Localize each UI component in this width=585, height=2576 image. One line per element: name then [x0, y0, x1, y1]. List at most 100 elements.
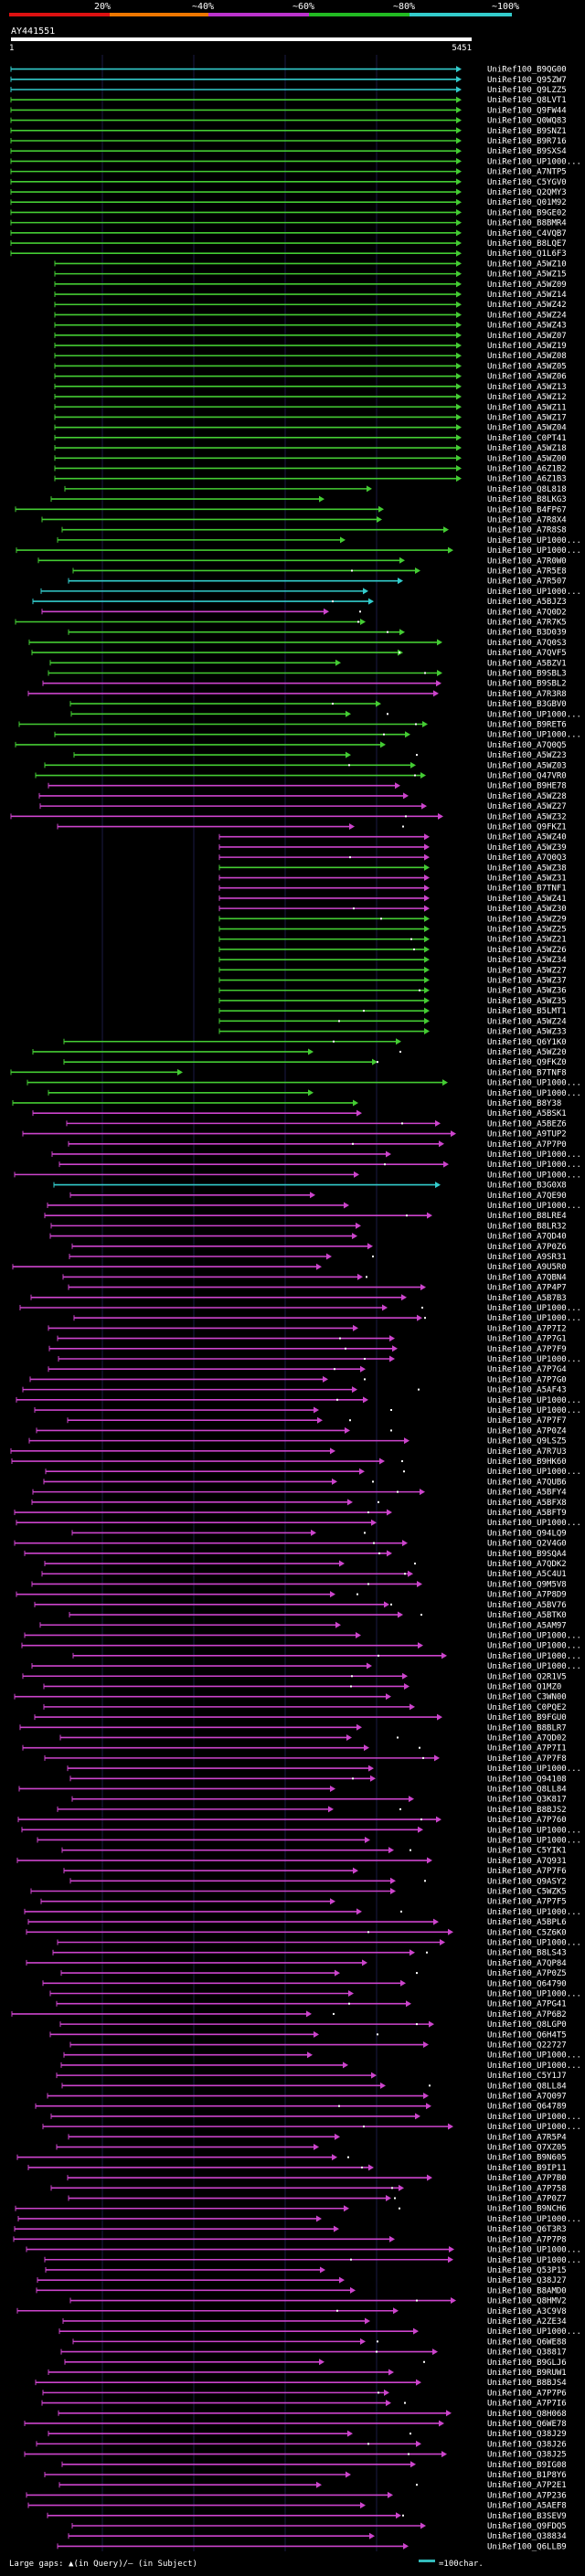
- subject-label[interactable]: UniRef100_Q38J29: [487, 2430, 567, 2439]
- subject-label[interactable]: UniRef100_UP1000...: [487, 1631, 581, 1640]
- subject-label[interactable]: UniRef100_B8LRE4: [487, 1212, 567, 1221]
- subject-label[interactable]: UniRef100_A7P7F9: [487, 1345, 567, 1354]
- subject-label[interactable]: UniRef100_A7P7F8: [487, 1754, 567, 1764]
- subject-label[interactable]: UniRef100_B3D039: [487, 629, 567, 638]
- subject-label[interactable]: UniRef100_A5WZ03: [487, 761, 567, 770]
- subject-label[interactable]: UniRef100_UP1000...: [487, 1079, 581, 1088]
- subject-label[interactable]: UniRef100_Q6Y1K0: [487, 1038, 567, 1047]
- subject-label[interactable]: UniRef100_A7R0W0: [487, 557, 567, 566]
- subject-label[interactable]: UniRef100_A7P7P8: [487, 2235, 567, 2244]
- subject-label[interactable]: UniRef100_Q9LZZ5: [487, 86, 567, 95]
- subject-label[interactable]: UniRef100_A5WZ10: [487, 260, 567, 269]
- subject-label[interactable]: UniRef100_A5WZ05: [487, 362, 567, 371]
- subject-label[interactable]: UniRef100_UP1000...: [487, 2327, 581, 2337]
- subject-label[interactable]: UniRef100_Q8LVT1: [487, 96, 567, 105]
- subject-label[interactable]: UniRef100_Q64789: [487, 2103, 567, 2112]
- subject-label[interactable]: UniRef100_UP1000...: [487, 157, 581, 166]
- subject-label[interactable]: UniRef100_A5WZ40: [487, 833, 567, 843]
- subject-label[interactable]: UniRef100_UP1000...: [487, 588, 581, 597]
- subject-label[interactable]: UniRef100_B9SBL3: [487, 669, 567, 678]
- subject-label[interactable]: UniRef100_A5WZ32: [487, 812, 567, 822]
- subject-label[interactable]: UniRef100_Q94LQ9: [487, 1529, 567, 1538]
- subject-label[interactable]: UniRef100_UP1000...: [487, 1468, 581, 1477]
- subject-label[interactable]: UniRef100_Q7XZ05: [487, 2144, 567, 2153]
- subject-label[interactable]: UniRef100_Q95ZW7: [487, 76, 567, 85]
- subject-label[interactable]: UniRef100_A7P7G1: [487, 1335, 567, 1344]
- subject-label[interactable]: UniRef100_UP1000...: [487, 1836, 581, 1845]
- subject-label[interactable]: UniRef100_A5WZ04: [487, 424, 567, 433]
- subject-label[interactable]: UniRef100_UP1000...: [487, 1826, 581, 1835]
- subject-label[interactable]: UniRef100_A6Z1B3: [487, 475, 567, 484]
- subject-label[interactable]: UniRef100_A5AEF8: [487, 2502, 567, 2511]
- subject-label[interactable]: UniRef100_A5WZ09: [487, 281, 567, 290]
- subject-label[interactable]: UniRef100_A7QVF5: [487, 649, 567, 658]
- subject-label[interactable]: UniRef100_UP1000...: [487, 1171, 581, 1180]
- subject-label[interactable]: UniRef100_B9GE02: [487, 208, 567, 217]
- subject-label[interactable]: UniRef100_Q6T3R3: [487, 2225, 567, 2234]
- subject-label[interactable]: UniRef100_Q53P15: [487, 2266, 567, 2275]
- subject-label[interactable]: UniRef100_B3SEV9: [487, 2512, 567, 2521]
- subject-label[interactable]: UniRef100_Q9FW44: [487, 106, 567, 115]
- subject-label[interactable]: UniRef100_A5WZ13: [487, 383, 567, 392]
- subject-label[interactable]: UniRef100_A7QD40: [487, 1233, 567, 1242]
- subject-label[interactable]: UniRef100_A7QDK2: [487, 1560, 567, 1569]
- subject-label[interactable]: UniRef100_UP1000...: [487, 1642, 581, 1651]
- subject-label[interactable]: UniRef100_B8LS43: [487, 1949, 567, 1958]
- subject-label[interactable]: UniRef100_B3GBV0: [487, 700, 567, 709]
- subject-label[interactable]: UniRef100_A7P7F7: [487, 1416, 567, 1426]
- subject-label[interactable]: UniRef100_B8BMR4: [487, 219, 567, 228]
- subject-label[interactable]: UniRef100_A7QUB6: [487, 1478, 567, 1487]
- subject-label[interactable]: UniRef100_UP1000...: [487, 1990, 581, 1999]
- subject-label[interactable]: UniRef100_B9QG00: [487, 66, 567, 75]
- subject-label[interactable]: UniRef100_Q0WQ83: [487, 117, 567, 126]
- subject-label[interactable]: UniRef100_A5WZ26: [487, 946, 567, 955]
- subject-label[interactable]: UniRef100_Q2R1V5: [487, 1672, 567, 1681]
- subject-label[interactable]: UniRef100_A5B7B3: [487, 1294, 567, 1303]
- subject-label[interactable]: UniRef100_Q8H068: [487, 2410, 567, 2419]
- subject-label[interactable]: UniRef100_A7NTP5: [487, 168, 567, 177]
- subject-label[interactable]: UniRef100_B8LQE7: [487, 239, 567, 249]
- subject-label[interactable]: UniRef100_A7Q0Q5: [487, 741, 567, 750]
- subject-label[interactable]: UniRef100_C3WN00: [487, 1693, 567, 1702]
- subject-label[interactable]: UniRef100_UP1000...: [487, 710, 581, 719]
- subject-label[interactable]: UniRef100_A5BZV1: [487, 659, 567, 668]
- subject-label[interactable]: UniRef100_A7Q0Q3: [487, 853, 567, 863]
- subject-label[interactable]: UniRef100_Q38834: [487, 2532, 567, 2541]
- subject-label[interactable]: UniRef100_C5YIK1: [487, 1847, 567, 1856]
- subject-label[interactable]: UniRef100_Q64790: [487, 1979, 567, 1988]
- subject-label[interactable]: UniRef100_A7QBN4: [487, 1273, 567, 1282]
- subject-label[interactable]: UniRef100_UP1000...: [487, 1396, 581, 1405]
- subject-label[interactable]: UniRef100_B1P8Y6: [487, 2471, 567, 2480]
- subject-label[interactable]: UniRef100_A5WZ21: [487, 936, 567, 945]
- subject-label[interactable]: UniRef100_Q38J27: [487, 2276, 567, 2285]
- subject-label[interactable]: UniRef100_A7R5P4: [487, 2133, 567, 2142]
- subject-label[interactable]: UniRef100_B7TNF1: [487, 885, 567, 894]
- subject-label[interactable]: UniRef100_A5WZ37: [487, 977, 567, 986]
- subject-label[interactable]: UniRef100_B9IG08: [487, 2461, 567, 2470]
- subject-label[interactable]: UniRef100_A5WZ24: [487, 1017, 567, 1026]
- subject-label[interactable]: UniRef100_A5BSK1: [487, 1109, 567, 1118]
- subject-label[interactable]: UniRef100_Q8HMV2: [487, 2297, 567, 2306]
- subject-label[interactable]: UniRef100_UP1000...: [487, 2256, 581, 2265]
- subject-label[interactable]: UniRef100_A7P6B2: [487, 2010, 567, 2019]
- subject-label[interactable]: UniRef100_Q8LL84: [487, 2082, 567, 2091]
- subject-label[interactable]: UniRef100_UP1000...: [487, 1652, 581, 1661]
- subject-label[interactable]: UniRef100_UP1000...: [487, 1406, 581, 1415]
- subject-label[interactable]: UniRef100_A5WZ15: [487, 270, 567, 280]
- subject-label[interactable]: UniRef100_A7Q0D2: [487, 608, 567, 617]
- subject-label[interactable]: UniRef100_A7P0Z7: [487, 2195, 567, 2204]
- subject-label[interactable]: UniRef100_B9N605: [487, 2154, 567, 2163]
- subject-label[interactable]: UniRef100_Q9FKZ1: [487, 823, 567, 832]
- subject-label[interactable]: UniRef100_A7P7I2: [487, 1324, 567, 1333]
- subject-label[interactable]: UniRef100_UP1000...: [487, 1519, 581, 1528]
- subject-label[interactable]: UniRef100_B7TNF8: [487, 1068, 567, 1077]
- subject-label[interactable]: UniRef100_A5BEZ6: [487, 1119, 567, 1129]
- subject-label[interactable]: UniRef100_A7P7B0: [487, 2174, 567, 2183]
- subject-label[interactable]: UniRef100_A5BTK0: [487, 1611, 567, 1620]
- subject-label[interactable]: UniRef100_B8AMD0: [487, 2286, 567, 2295]
- subject-label[interactable]: UniRef100_UP1000...: [487, 2215, 581, 2224]
- subject-label[interactable]: UniRef100_UP1000...: [487, 1939, 581, 1948]
- subject-label[interactable]: UniRef100_A5WZ17: [487, 413, 567, 422]
- subject-label[interactable]: UniRef100_UP1000...: [487, 2062, 581, 2071]
- subject-label[interactable]: UniRef100_UP1000...: [487, 536, 581, 546]
